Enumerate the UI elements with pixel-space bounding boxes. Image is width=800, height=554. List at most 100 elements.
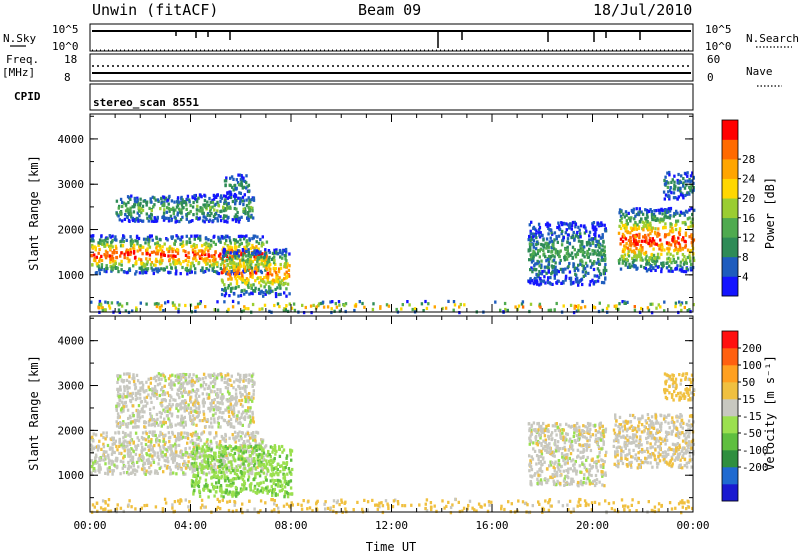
power-cell	[119, 211, 122, 215]
beam-label: Beam 09	[358, 1, 421, 19]
velocity-cell	[169, 374, 172, 378]
velocity-cell	[154, 419, 158, 423]
power-cell	[198, 254, 201, 258]
power-cell	[557, 234, 561, 238]
power-cell	[535, 262, 538, 266]
velocity-cell	[191, 420, 194, 424]
power-cell	[285, 259, 288, 263]
power-cell	[549, 236, 552, 240]
power-cell	[225, 239, 228, 243]
power-cell	[677, 195, 680, 199]
power-cell	[245, 263, 249, 267]
velocity-cell	[111, 442, 114, 446]
power-cell	[227, 284, 231, 288]
power-cell	[266, 267, 269, 271]
power-cell	[584, 270, 588, 274]
velocity-cell	[256, 445, 260, 449]
power-cell	[240, 271, 243, 275]
power-cell	[656, 217, 659, 221]
power-cell	[673, 237, 676, 241]
power-cell	[625, 227, 628, 231]
velocity-cell	[163, 458, 166, 462]
velocity-cells	[90, 372, 696, 515]
velocity-cell	[147, 461, 150, 465]
velocity-cell	[112, 438, 115, 442]
velocity-cell	[208, 409, 212, 413]
power-cell	[666, 171, 669, 175]
velocity-cell	[251, 436, 254, 440]
power-cell	[144, 241, 147, 245]
velocity-cell	[279, 464, 282, 468]
velocity-cell	[175, 402, 179, 407]
velocity-cell	[221, 437, 224, 441]
power-cell	[242, 258, 245, 262]
velocity-cell	[114, 431, 117, 435]
power-cell	[237, 249, 240, 253]
power-cell	[652, 218, 656, 222]
velocity-cell	[226, 423, 230, 427]
power-cell	[538, 249, 541, 253]
power-cell	[222, 251, 225, 255]
power-cell	[212, 193, 216, 197]
power-cell	[185, 217, 188, 221]
power-cell	[285, 287, 288, 291]
power-cell	[216, 219, 219, 223]
velocity-cell	[274, 483, 278, 487]
power-cell	[542, 248, 545, 252]
power-cell	[604, 277, 607, 281]
velocity-cell	[181, 456, 184, 460]
power-cell	[170, 266, 173, 270]
velocity-cell	[189, 466, 192, 470]
velocity-cell	[240, 437, 243, 441]
velocity-cell	[145, 458, 149, 462]
power-cell	[447, 299, 450, 303]
power-cell	[123, 252, 126, 256]
velocity-cell	[159, 448, 162, 452]
power-cell	[165, 216, 168, 220]
power-cell	[638, 210, 641, 214]
power-cell	[591, 261, 594, 265]
velocity-cell	[220, 450, 223, 454]
power-cell	[145, 262, 149, 266]
power-cell	[322, 305, 326, 309]
velocity-cell	[149, 443, 152, 447]
power-cell	[413, 307, 417, 311]
power-cell	[148, 206, 151, 210]
power-cell	[175, 261, 179, 265]
power-cell	[533, 263, 536, 268]
power-cell	[90, 300, 93, 304]
velocity-cell	[94, 433, 98, 437]
power-cell	[600, 256, 604, 260]
power-cell	[211, 205, 214, 209]
velocity-cell	[235, 465, 238, 469]
power-cell	[145, 200, 148, 204]
velocity-cell	[273, 487, 276, 491]
velocity-cell	[106, 467, 109, 471]
power-cell	[221, 279, 224, 283]
velocity-cell	[197, 444, 200, 448]
velocity-cell	[181, 435, 185, 439]
power-cell	[284, 247, 288, 252]
velocity-cell	[155, 389, 159, 393]
power-cell	[664, 226, 667, 230]
power-cell	[564, 278, 567, 282]
power-cell	[259, 237, 262, 242]
power-cell	[106, 251, 109, 255]
power-cell	[239, 177, 243, 182]
power-cell	[566, 237, 570, 241]
power-cell	[135, 200, 138, 204]
velocity-cell	[247, 406, 250, 410]
power-cell	[202, 270, 205, 274]
velocity-cell	[161, 386, 164, 390]
power-cell	[532, 239, 536, 243]
velocity-cell	[266, 467, 269, 471]
velocity-cell	[276, 484, 280, 488]
power-cell	[545, 241, 548, 245]
velocity-cell	[248, 409, 252, 413]
power-cell	[566, 240, 569, 244]
velocity-cell	[180, 418, 183, 422]
power-cell	[231, 218, 234, 222]
power-cell	[172, 303, 175, 307]
power-cell	[537, 222, 541, 226]
power-cell	[199, 238, 202, 242]
